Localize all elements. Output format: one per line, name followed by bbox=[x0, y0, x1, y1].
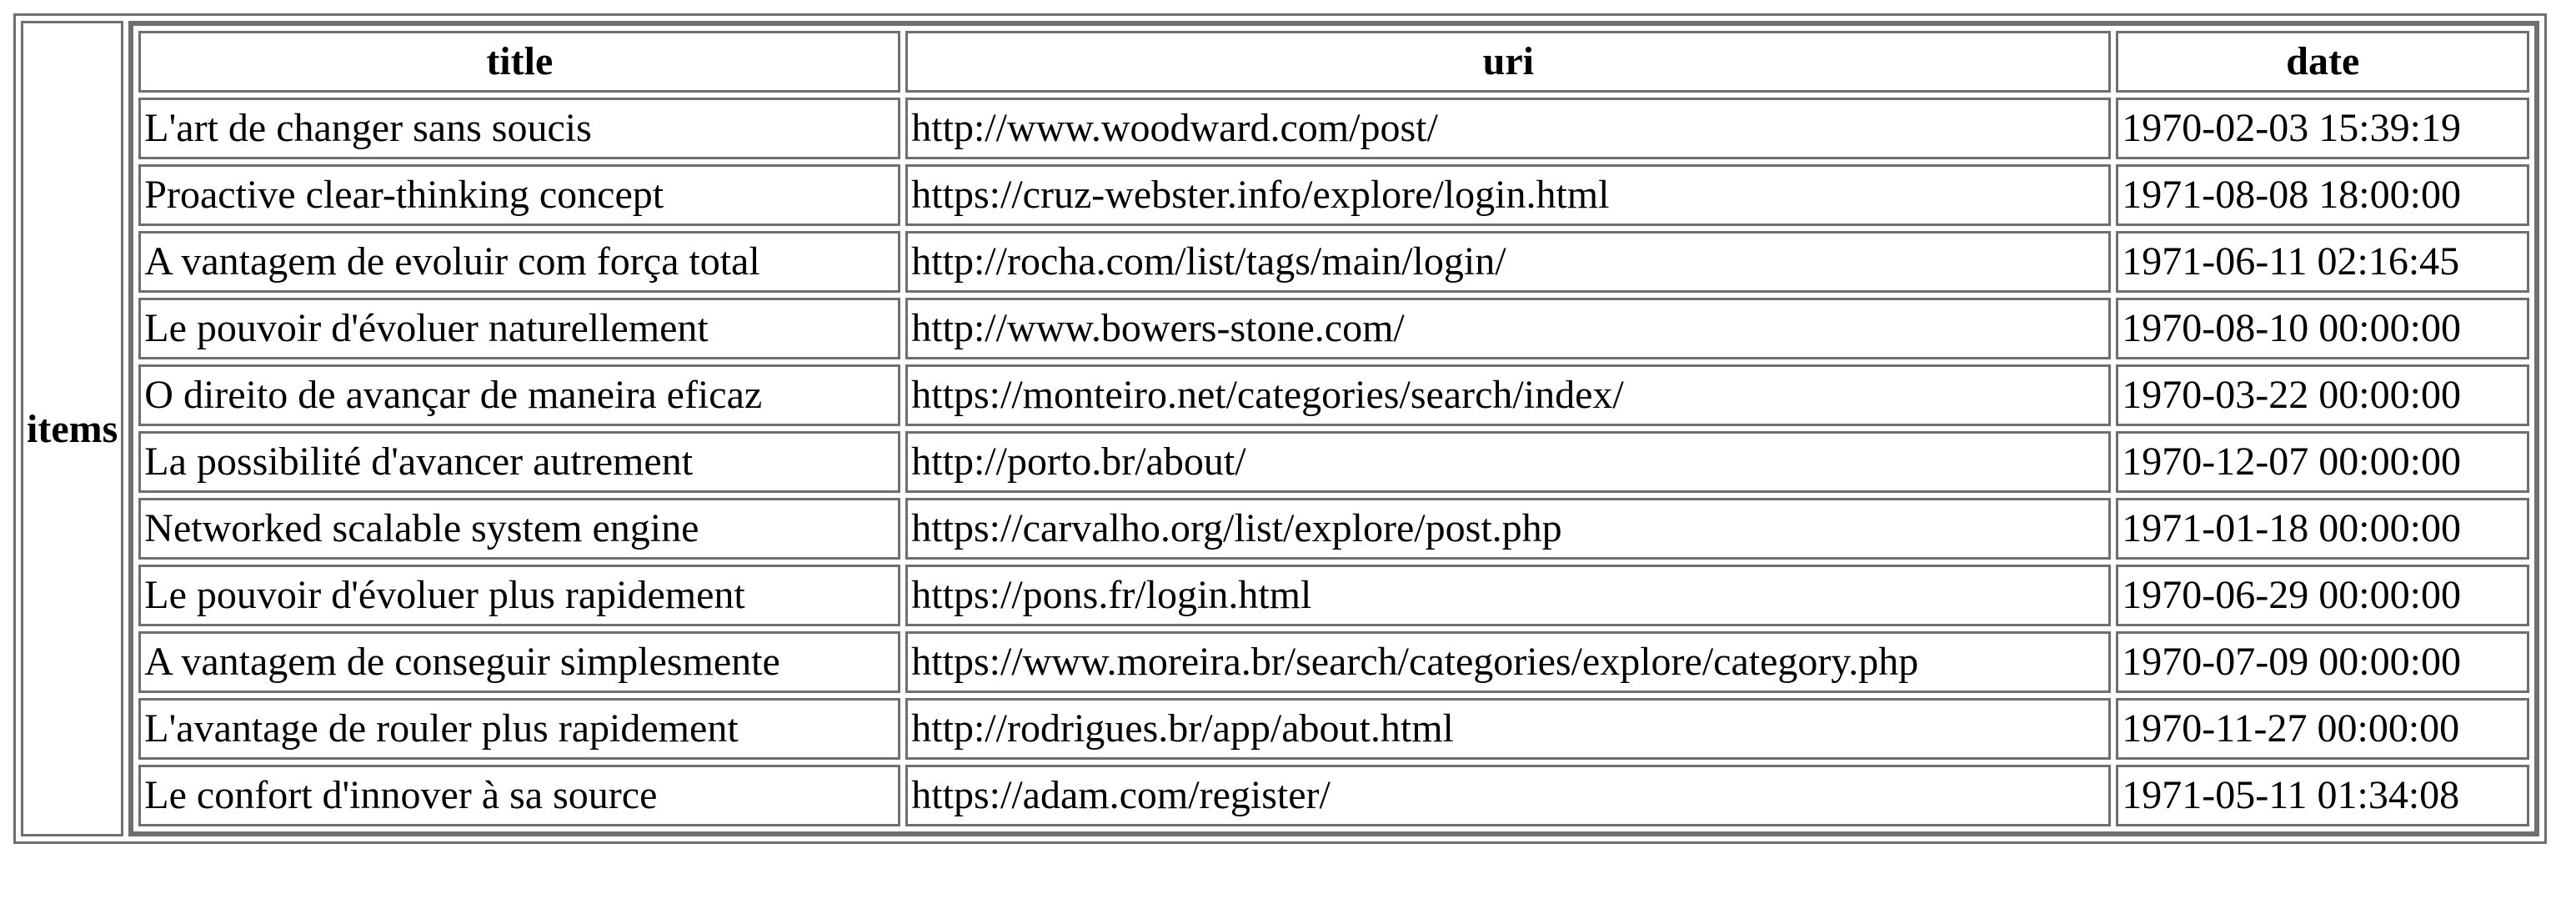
column-header-date: date bbox=[2116, 31, 2530, 93]
cell-title: Le pouvoir d'évoluer plus rapidement bbox=[138, 565, 901, 626]
cell-date: 1970-07-09 00:00:00 bbox=[2116, 631, 2530, 693]
cell-date: 1970-03-22 00:00:00 bbox=[2116, 364, 2530, 426]
cell-uri: http://www.woodward.com/post/ bbox=[905, 98, 2112, 159]
cell-uri: http://porto.br/about/ bbox=[905, 431, 2112, 493]
cell-uri: http://rocha.com/list/tags/main/login/ bbox=[905, 231, 2112, 293]
items-header: items bbox=[21, 21, 124, 836]
column-header-uri: uri bbox=[905, 31, 2112, 93]
table-row: L'art de changer sans soucis http://www.… bbox=[138, 98, 2530, 159]
cell-date: 1970-02-03 15:39:19 bbox=[2116, 98, 2530, 159]
cell-title: Le pouvoir d'évoluer naturellement bbox=[138, 298, 901, 359]
cell-title: Le confort d'innover à sa source bbox=[138, 765, 901, 826]
cell-date: 1970-12-07 00:00:00 bbox=[2116, 431, 2530, 493]
cell-date: 1970-08-10 00:00:00 bbox=[2116, 298, 2530, 359]
cell-title: A vantagem de evoluir com força total bbox=[138, 231, 901, 293]
column-header-row: title uri date bbox=[138, 31, 2530, 93]
cell-uri: https://cruz-webster.info/explore/login.… bbox=[905, 164, 2112, 226]
items-content: title uri date L'art de changer sans sou… bbox=[128, 21, 2540, 836]
table-row: O direito de avançar de maneira eficaz h… bbox=[138, 364, 2530, 426]
table-body: L'art de changer sans soucis http://www.… bbox=[138, 98, 2530, 826]
cell-uri: https://monteiro.net/categories/search/i… bbox=[905, 364, 2112, 426]
cell-uri: http://rodrigues.br/app/about.html bbox=[905, 698, 2112, 760]
table-row: Proactive clear-thinking concept https:/… bbox=[138, 164, 2530, 226]
cell-date: 1971-05-11 01:34:08 bbox=[2116, 765, 2530, 826]
cell-title: Networked scalable system engine bbox=[138, 498, 901, 560]
cell-title: O direito de avançar de maneira eficaz bbox=[138, 364, 901, 426]
table-row: La possibilité d'avancer autrement http:… bbox=[138, 431, 2530, 493]
table-row: Le confort d'innover à sa source https:/… bbox=[138, 765, 2530, 826]
cell-uri: https://adam.com/register/ bbox=[905, 765, 2112, 826]
table-row: Le pouvoir d'évoluer naturellement http:… bbox=[138, 298, 2530, 359]
cell-date: 1971-01-18 00:00:00 bbox=[2116, 498, 2530, 560]
cell-date: 1970-11-27 00:00:00 bbox=[2116, 698, 2530, 760]
table-row: Networked scalable system engine https:/… bbox=[138, 498, 2530, 560]
cell-title: Proactive clear-thinking concept bbox=[138, 164, 901, 226]
cell-title: L'avantage de rouler plus rapidement bbox=[138, 698, 901, 760]
cell-uri: https://www.moreira.br/search/categories… bbox=[905, 631, 2112, 693]
cell-title: L'art de changer sans soucis bbox=[138, 98, 901, 159]
items-list-table: title uri date L'art de changer sans sou… bbox=[131, 23, 2538, 834]
column-header-title: title bbox=[138, 31, 901, 93]
cell-uri: http://www.bowers-stone.com/ bbox=[905, 298, 2112, 359]
table-row: Le pouvoir d'évoluer plus rapidement htt… bbox=[138, 565, 2530, 626]
cell-uri: https://carvalho.org/list/explore/post.p… bbox=[905, 498, 2112, 560]
cell-date: 1970-06-29 00:00:00 bbox=[2116, 565, 2530, 626]
items-table: items title uri date L'art de changer sa… bbox=[13, 13, 2548, 844]
table-row: A vantagem de evoluir com força total ht… bbox=[138, 231, 2530, 293]
cell-date: 1971-06-11 02:16:45 bbox=[2116, 231, 2530, 293]
cell-title: A vantagem de conseguir simplesmente bbox=[138, 631, 901, 693]
cell-uri: https://pons.fr/login.html bbox=[905, 565, 2112, 626]
cell-date: 1971-08-08 18:00:00 bbox=[2116, 164, 2530, 226]
table-row: A vantagem de conseguir simplesmente htt… bbox=[138, 631, 2530, 693]
cell-title: La possibilité d'avancer autrement bbox=[138, 431, 901, 493]
table-row: L'avantage de rouler plus rapidement htt… bbox=[138, 698, 2530, 760]
